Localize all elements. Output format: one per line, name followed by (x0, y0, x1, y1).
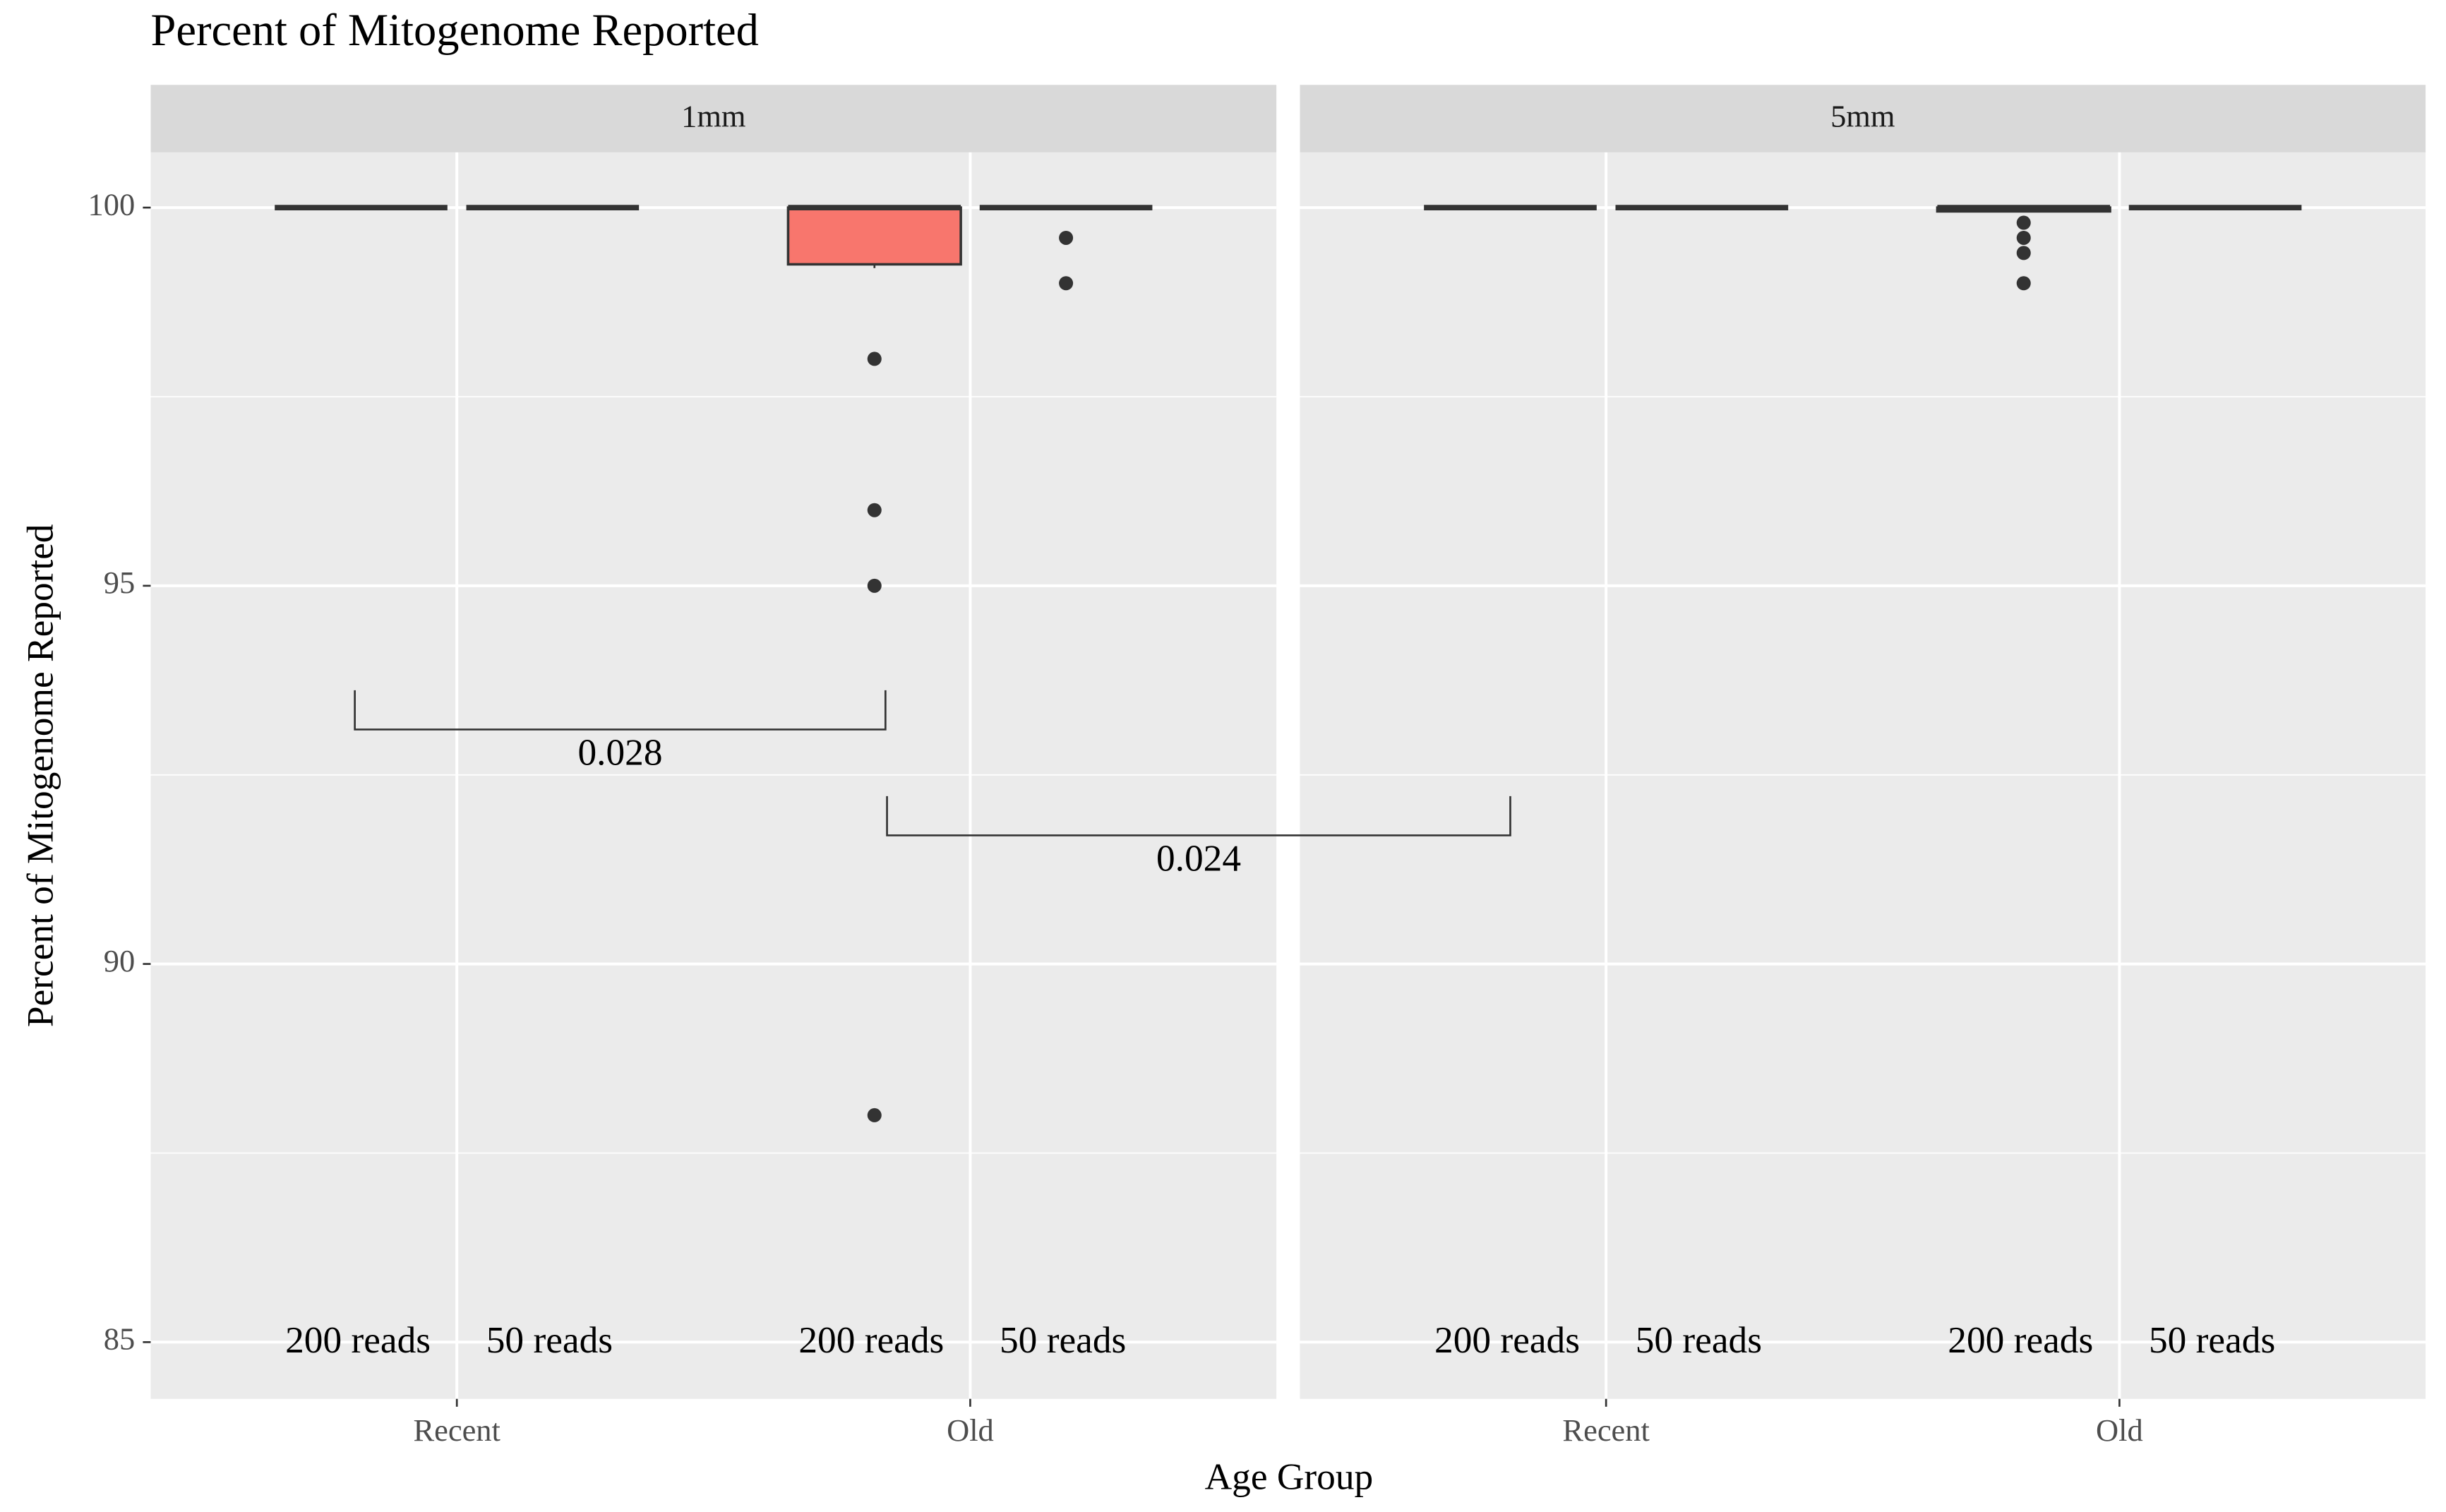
y-tick-label: 90 (104, 943, 135, 978)
facet-label: 5mm (1830, 98, 1895, 133)
outlier (867, 578, 882, 593)
outlier (1059, 230, 1074, 245)
group-label: 200 reads (1948, 1319, 2093, 1361)
outlier (867, 1108, 882, 1122)
outlier (2016, 246, 2031, 260)
outlier (2016, 215, 2031, 230)
group-label: 50 reads (2149, 1319, 2275, 1361)
outlier (867, 503, 882, 517)
chart-title: Percent of Mitogenome Reported (151, 5, 759, 55)
panel-background (150, 152, 1277, 1399)
facet-strip (150, 85, 1277, 152)
x-tick-label: Old (2096, 1412, 2143, 1448)
p-value-label: 0.028 (577, 731, 662, 773)
group-label: 200 reads (1434, 1319, 1580, 1361)
facet-strip (1300, 85, 2426, 152)
x-tick-label: Recent (413, 1412, 500, 1448)
y-axis-title: Percent of Mitogenome Reported (19, 524, 61, 1027)
x-axis-title: Age Group (1205, 1456, 1374, 1498)
significance-bracket (354, 690, 887, 731)
y-tick-label: 95 (104, 565, 135, 600)
box (786, 206, 962, 266)
panel-background (1300, 152, 2426, 1399)
group-label: 50 reads (1000, 1319, 1126, 1361)
group-label: 200 reads (285, 1319, 431, 1361)
outlier (867, 352, 882, 366)
outlier (2016, 276, 2031, 291)
facet-label: 1mm (681, 98, 745, 133)
significance-bracket (886, 796, 1511, 836)
group-label: 50 reads (486, 1319, 613, 1361)
x-tick-label: Recent (1562, 1412, 1650, 1448)
group-label: 50 reads (1636, 1319, 1762, 1361)
y-tick-label: 85 (104, 1321, 135, 1357)
x-tick-label: Old (947, 1412, 994, 1448)
y-tick-label: 100 (88, 186, 136, 222)
outlier (1059, 276, 1074, 291)
outlier (2016, 230, 2031, 245)
group-label: 200 reads (798, 1319, 944, 1361)
p-value-label: 0.024 (1156, 837, 1241, 880)
